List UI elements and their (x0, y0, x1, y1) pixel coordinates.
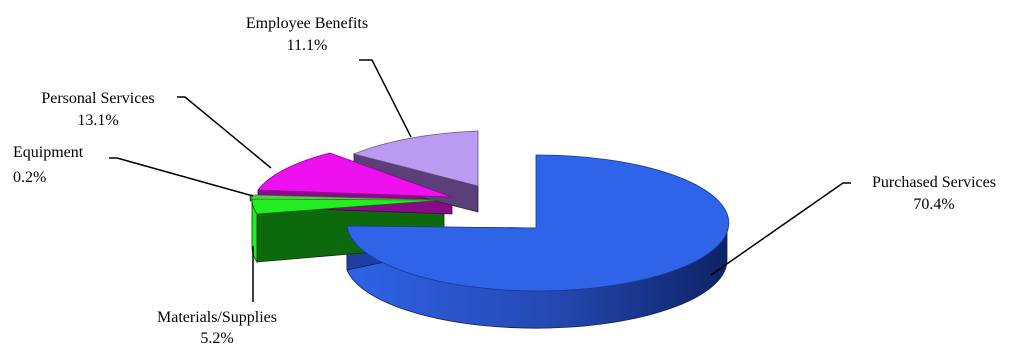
slice-employee-benefits (352, 130, 479, 187)
label-name-materials-supplies: Materials/Supplies (157, 309, 277, 326)
leader-line-purchased-services (710, 182, 851, 276)
leader-line-equipment (109, 157, 254, 197)
label-name-personal-services: Personal Services (41, 90, 154, 107)
label-pct-employee-benefits: 11.1% (287, 37, 328, 54)
label-name-purchased-services: Purchased Services (872, 174, 996, 191)
leader-lines (109, 59, 851, 302)
leader-line-personal-services (177, 96, 272, 169)
leader-line-employee-benefits (359, 59, 412, 138)
slice-personal-services (257, 152, 453, 198)
slice-equipment (249, 194, 445, 201)
slice-purchased-services (346, 154, 730, 292)
label-name-employee-benefits: Employee Benefits (246, 15, 368, 32)
label-pct-equipment: 0.2% (13, 169, 46, 186)
label-name-equipment: Equipment (13, 144, 84, 161)
slice-labels: Employee Benefits 11.1% Personal Service… (13, 15, 996, 347)
label-pct-purchased-services: 70.4% (913, 196, 954, 213)
label-pct-materials-supplies: 5.2% (200, 330, 233, 347)
slice-tops (249, 130, 730, 292)
label-pct-personal-services: 13.1% (77, 112, 118, 129)
